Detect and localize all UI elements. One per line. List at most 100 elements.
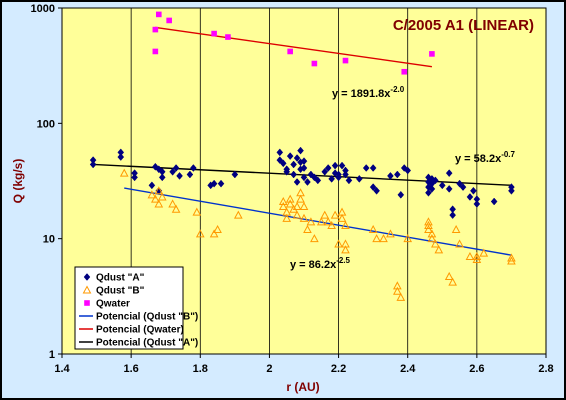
data-point <box>190 164 197 172</box>
data-point <box>403 234 413 243</box>
data-point <box>119 168 129 177</box>
data-point <box>386 229 395 238</box>
data-point <box>330 210 340 219</box>
data-point <box>306 217 316 226</box>
fit-line <box>93 163 512 186</box>
y-tick-label: 1 <box>49 349 55 361</box>
data-point <box>425 188 432 197</box>
data-point <box>393 281 402 290</box>
data-point <box>429 51 435 57</box>
data-point <box>341 220 350 230</box>
data-point <box>211 30 217 37</box>
data-point <box>292 210 302 219</box>
data-point <box>328 174 335 183</box>
data-point <box>362 164 370 172</box>
legend-marker <box>83 273 91 281</box>
data-point <box>427 234 437 243</box>
x-tick-label: 1.6 <box>123 363 138 375</box>
data-point <box>89 160 97 169</box>
y-tick-label: 10 <box>43 234 55 246</box>
data-point <box>285 199 295 208</box>
data-point <box>490 197 498 206</box>
data-point <box>154 186 164 195</box>
data-point <box>314 176 322 185</box>
data-point <box>334 239 343 248</box>
fit-label-dust-b: y = 86.2x-2.5 <box>290 256 351 271</box>
data-point <box>394 170 401 179</box>
data-point <box>151 194 160 203</box>
data-point <box>297 146 304 155</box>
data-point <box>448 277 457 286</box>
data-points <box>89 11 516 301</box>
data-point <box>507 253 516 262</box>
data-point <box>473 200 481 208</box>
data-point <box>438 181 446 190</box>
data-point <box>304 178 311 186</box>
x-tick-label: 2.8 <box>538 363 553 375</box>
data-point <box>169 167 176 176</box>
x-tick-label: 2.2 <box>331 363 346 375</box>
data-point <box>276 148 284 157</box>
data-point <box>342 170 349 179</box>
y-tick-label: 1000 <box>31 3 55 15</box>
y-axis-label: Q (kg/s) <box>11 159 25 204</box>
x-tick-label: 1.4 <box>54 363 70 375</box>
data-point <box>335 173 342 182</box>
data-point <box>508 183 515 191</box>
data-point <box>424 224 433 234</box>
legend-label: Potencial (Qdust "B") <box>96 312 198 323</box>
fit-line <box>124 187 512 256</box>
data-point <box>290 160 297 169</box>
data-point <box>316 217 326 226</box>
legend-label: Potencial (Qwater) <box>96 325 184 336</box>
data-point <box>300 173 308 182</box>
data-point <box>373 186 380 195</box>
data-point <box>428 185 436 193</box>
data-point <box>290 170 297 179</box>
data-point <box>368 224 378 234</box>
data-point <box>166 17 172 24</box>
data-point <box>286 152 294 160</box>
data-point <box>337 213 347 222</box>
fit-lines <box>93 26 512 256</box>
data-point <box>282 213 292 222</box>
data-point <box>369 183 377 191</box>
legend-box <box>74 266 184 350</box>
data-point <box>393 286 402 295</box>
y-tick-labels: 1 10 100 1000 <box>31 3 55 361</box>
legend-label: Qwater <box>96 299 130 310</box>
y-tick-label: 100 <box>37 118 55 130</box>
data-point <box>131 173 138 182</box>
data-point <box>289 204 298 213</box>
data-point <box>472 254 482 263</box>
data-point <box>168 199 177 208</box>
data-point <box>172 164 180 172</box>
data-point <box>152 48 159 55</box>
data-point <box>472 251 482 261</box>
data-point <box>310 234 319 243</box>
data-point <box>278 201 288 211</box>
data-point <box>300 164 308 172</box>
fit-line <box>155 26 433 68</box>
data-point <box>432 176 439 185</box>
data-point <box>299 201 309 211</box>
data-point <box>117 153 125 161</box>
data-point <box>427 229 437 238</box>
data-point <box>152 26 159 33</box>
data-point <box>451 224 461 234</box>
data-point <box>445 185 453 193</box>
legend-label: Qdust "A" <box>96 273 145 284</box>
x-tick-label: 2 <box>266 363 272 375</box>
data-point <box>465 251 475 261</box>
data-point <box>387 172 394 180</box>
data-point <box>283 167 291 176</box>
data-point <box>401 68 408 75</box>
data-point <box>158 173 166 182</box>
data-point <box>231 170 239 179</box>
data-point <box>176 172 183 180</box>
fit-label-dust-a: y = 58.2x-0.7 <box>455 150 516 165</box>
data-point <box>278 196 288 206</box>
data-point <box>397 190 405 199</box>
data-point <box>192 207 202 216</box>
